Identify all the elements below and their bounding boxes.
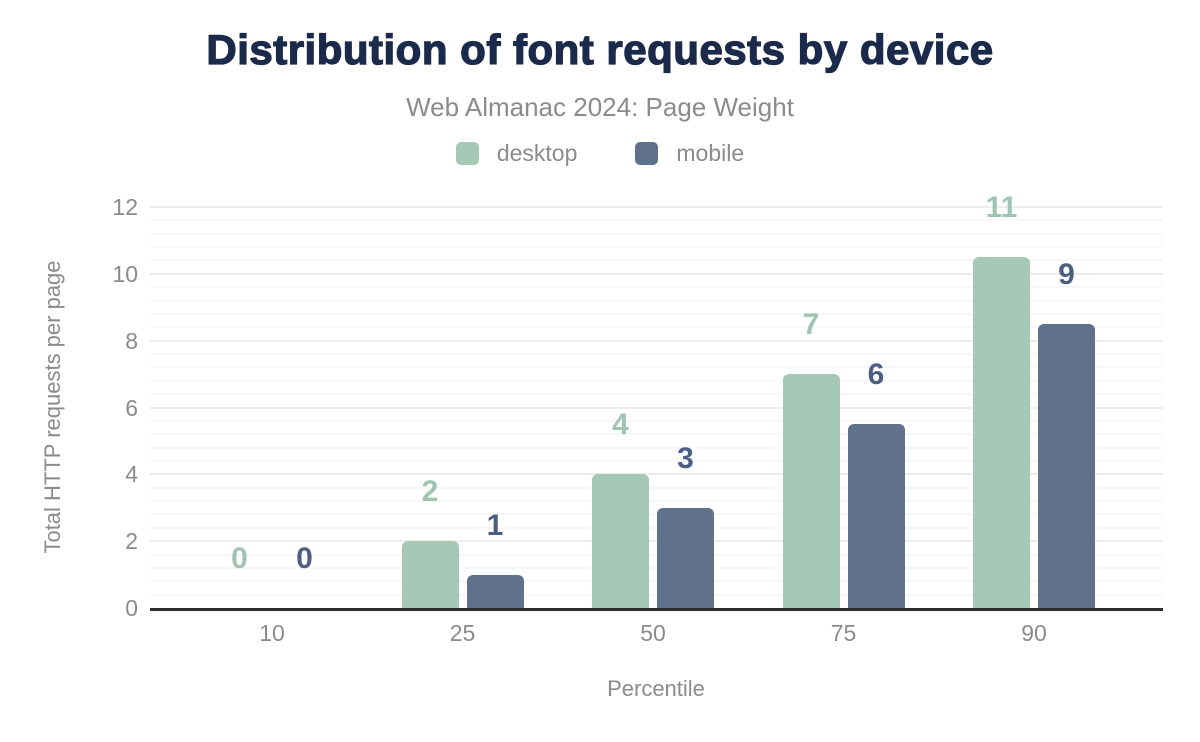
- value-label-desktop-p10: 0: [231, 542, 248, 575]
- legend-item-mobile[interactable]: mobile: [635, 140, 744, 167]
- gridline-minor: [150, 513, 1163, 516]
- gridline-minor: [150, 553, 1163, 556]
- gridline-major: [150, 473, 1163, 476]
- gridline-major: [150, 206, 1163, 208]
- gridline-minor: [150, 500, 1163, 503]
- gridline-minor: [150, 232, 1163, 235]
- bar-desktop-p25[interactable]: [401, 541, 459, 608]
- value-label-mobile-p50: 3: [677, 441, 694, 475]
- gridline-minor: [150, 353, 1163, 356]
- gridline-major: [150, 540, 1163, 543]
- gridline-minor: [150, 593, 1163, 596]
- x-tick-75: 75: [830, 620, 857, 646]
- bar-desktop-p75[interactable]: [782, 374, 840, 608]
- x-tick-25: 25: [449, 620, 476, 646]
- y-axis-title: Total HTTP requests per page: [40, 260, 65, 554]
- gridline-minor: [150, 459, 1163, 462]
- gridline-minor: [150, 393, 1163, 396]
- x-axis-line: [150, 608, 1163, 611]
- gridline-major: [150, 406, 1163, 409]
- value-label-mobile-p10: 0: [296, 542, 313, 575]
- gridline-minor: [150, 312, 1163, 315]
- y-tick-2: 2: [125, 528, 138, 555]
- gridline-minor: [150, 419, 1163, 422]
- gridline-major: [150, 272, 1163, 275]
- bar-desktop-p90[interactable]: [973, 257, 1030, 608]
- gridline-minor: [150, 580, 1163, 583]
- gridline-minor: [150, 526, 1163, 529]
- x-tick-90: 90: [1021, 620, 1047, 646]
- value-label-mobile-p90: 9: [1058, 257, 1075, 291]
- value-label-desktop-p75: 7: [802, 308, 820, 342]
- gridline-minor: [150, 299, 1163, 302]
- chart-title: Distribution of font requests by device: [206, 25, 994, 73]
- legend-item-desktop[interactable]: desktop: [455, 140, 578, 167]
- chart-legend: desktop mobile: [0, 140, 1200, 167]
- gridline-minor: [150, 259, 1163, 262]
- gridline-minor: [150, 286, 1163, 289]
- gridline-minor: [150, 433, 1163, 436]
- bar-mobile-p75[interactable]: [847, 424, 905, 608]
- gridline-major: [150, 339, 1163, 342]
- legend-label-desktop: desktop: [496, 140, 578, 166]
- bar-desktop-p50[interactable]: [592, 474, 649, 608]
- gridline-minor: [150, 366, 1163, 369]
- value-label-desktop-p90: 11: [985, 191, 1018, 225]
- value-label-desktop-p25: 2: [421, 475, 439, 509]
- gridline-minor: [150, 379, 1163, 382]
- gridline-minor: [150, 566, 1163, 569]
- bar-mobile-p50[interactable]: [657, 507, 714, 608]
- legend-label-mobile: mobile: [676, 140, 745, 166]
- gridline-minor: [150, 246, 1163, 249]
- value-label-mobile-p75: 6: [867, 358, 885, 392]
- gridline-minor: [150, 486, 1163, 489]
- x-tick-10: 10: [259, 620, 285, 646]
- x-tick-50: 50: [640, 620, 666, 646]
- value-label-desktop-p50: 4: [612, 408, 629, 442]
- gridline-minor: [150, 326, 1163, 329]
- gridline-minor: [150, 446, 1163, 449]
- bar-mobile-p25[interactable]: [466, 574, 524, 608]
- plot-area: 0 0 2 1 4 3 7 6 11 9: [150, 193, 1163, 611]
- x-axis-title: Percentile: [607, 676, 705, 701]
- legend-swatch-mobile: [635, 142, 659, 165]
- y-tick-10: 10: [112, 260, 138, 287]
- legend-swatch-desktop: [455, 142, 479, 165]
- y-tick-0: 0: [125, 595, 138, 621]
- bar-mobile-p90[interactable]: [1038, 323, 1095, 608]
- y-tick-4: 4: [125, 461, 138, 488]
- y-tick-6: 6: [125, 394, 138, 421]
- y-tick-8: 8: [125, 327, 138, 354]
- chart-subtitle: Web Almanac 2024: Page Weight: [406, 92, 794, 122]
- gridline-minor: [150, 219, 1163, 222]
- value-label-mobile-p25: 1: [486, 508, 504, 542]
- y-tick-12: 12: [112, 194, 138, 220]
